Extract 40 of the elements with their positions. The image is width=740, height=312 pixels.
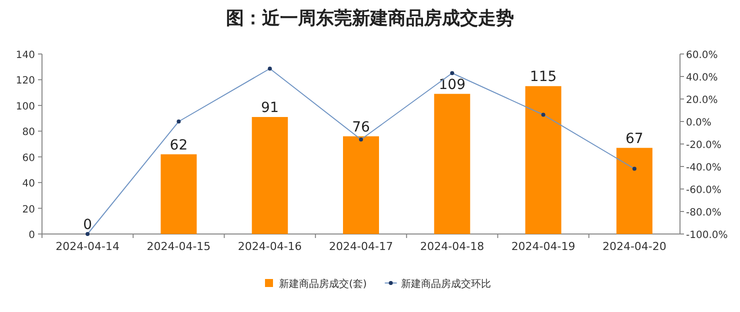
data-label: 67	[626, 130, 644, 147]
legend-label: 新建商品房成交环比	[400, 278, 491, 290]
x-tick-label: 2024-04-20	[602, 240, 666, 253]
y-tick-label: 60	[22, 152, 35, 164]
y2-tick-label: 40.0%	[686, 72, 718, 84]
data-label: 62	[170, 137, 188, 154]
y-tick-label: 20	[22, 204, 35, 216]
x-tick-label: 2024-04-18	[420, 240, 484, 253]
data-label: 115	[530, 69, 557, 86]
bar	[616, 148, 652, 234]
x-tick-label: 2024-04-14	[56, 240, 120, 253]
y-tick-label: 140	[16, 50, 35, 61]
y2-tick-label: -40.0%	[686, 162, 722, 174]
y2-tick-label: -100.0%	[686, 230, 728, 241]
data-label: 109	[438, 76, 466, 93]
bar	[252, 117, 288, 234]
data-label: 76	[352, 119, 370, 136]
x-tick-label: 2024-04-17	[329, 240, 393, 253]
y2-tick-label: 0.0%	[686, 118, 712, 128]
data-label: 91	[260, 100, 279, 116]
x-tick-label: 2024-04-16	[238, 240, 302, 253]
y2-tick-label: -60.0%	[686, 185, 722, 196]
y2-tick-label: -80.0%	[686, 208, 722, 218]
x-tick-label: 2024-04-15	[146, 240, 211, 253]
bar	[525, 86, 562, 234]
legend-label: 新建商品房成交(套)	[279, 278, 367, 290]
x-tick-label: 2024-04-19	[511, 240, 576, 253]
data-label: 0	[83, 217, 92, 233]
chart-title: 图：近一周东莞新建商品房成交走势	[226, 8, 514, 29]
y-tick-label: 120	[16, 76, 35, 87]
y2-tick-label: 60.0%	[686, 50, 718, 61]
y-tick-label: 100	[16, 101, 35, 112]
y-tick-label: 80	[22, 127, 35, 138]
y-tick-label: 40	[22, 178, 35, 190]
bar	[160, 154, 197, 234]
y2-tick-label: 20.0%	[686, 95, 718, 106]
y-tick-label: 0	[28, 230, 35, 241]
y2-tick-label: -20.0%	[686, 140, 722, 151]
bar	[343, 136, 379, 234]
bar	[434, 94, 470, 234]
